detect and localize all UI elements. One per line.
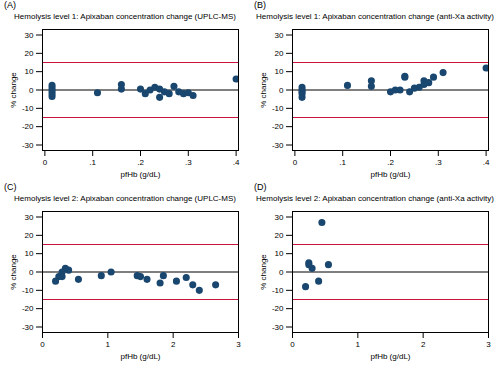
svg-text:.4: .4: [483, 158, 490, 167]
svg-text:-10: -10: [22, 286, 34, 295]
svg-text:0: 0: [29, 268, 34, 277]
svg-text:10: 10: [275, 67, 284, 76]
svg-text:-10: -10: [22, 104, 34, 113]
svg-text:-30: -30: [22, 323, 34, 332]
svg-text:20: 20: [275, 49, 284, 58]
svg-text:-20: -20: [22, 122, 34, 131]
svg-text:% change: % change: [259, 254, 268, 290]
svg-text:30: 30: [275, 213, 284, 222]
svg-text:% change: % change: [9, 72, 18, 108]
svg-text:20: 20: [25, 231, 34, 240]
html-text:Hemolysis level 2: Apixaban co: Hemolysis level 2: Apixaban concentratio…: [256, 194, 494, 203]
svg-text:30: 30: [25, 213, 34, 222]
svg-text:3: 3: [236, 340, 241, 349]
svg-text:.4: .4: [233, 158, 240, 167]
svg-text:1: 1: [356, 340, 361, 349]
svg-text:20: 20: [25, 49, 34, 58]
svg-text:-30: -30: [272, 323, 284, 332]
html-text:Hemolysis level 1: Apixaban co: Hemolysis level 1: Apixaban concentratio…: [14, 12, 236, 21]
svg-text:0: 0: [29, 86, 34, 95]
svg-text:3: 3: [486, 340, 491, 349]
svg-text:30: 30: [275, 31, 284, 40]
svg-text:pfHb (g/dL): pfHb (g/dL): [120, 170, 160, 179]
svg-text:-10: -10: [272, 104, 284, 113]
html-text:Hemolysis level 1: Apixaban co: Hemolysis level 1: Apixaban concentratio…: [256, 12, 494, 21]
svg-text:.2: .2: [387, 158, 394, 167]
svg-text:.3: .3: [435, 158, 442, 167]
svg-text:.1: .1: [339, 158, 346, 167]
svg-text:-30: -30: [272, 141, 284, 150]
html-text:(C): (C): [4, 182, 17, 192]
svg-text:-20: -20: [272, 304, 284, 313]
svg-text:1: 1: [106, 340, 111, 349]
svg-text:20: 20: [275, 231, 284, 240]
svg-text:10: 10: [275, 249, 284, 258]
svg-text:.3: .3: [185, 158, 192, 167]
svg-text:0: 0: [290, 340, 295, 349]
svg-text:pfHb (g/dL): pfHb (g/dL): [120, 352, 160, 361]
svg-text:pfHb (g/dL): pfHb (g/dL): [370, 352, 410, 361]
svg-text:-20: -20: [22, 304, 34, 313]
svg-text:10: 10: [25, 67, 34, 76]
svg-text:0: 0: [279, 86, 284, 95]
html-text:(D): (D): [254, 182, 267, 192]
svg-text:30: 30: [25, 31, 34, 40]
svg-text:.1: .1: [89, 158, 96, 167]
svg-text:0: 0: [279, 268, 284, 277]
svg-text:-20: -20: [272, 122, 284, 131]
svg-text:-30: -30: [22, 141, 34, 150]
svg-text:2: 2: [171, 340, 176, 349]
svg-text:pfHb (g/dL): pfHb (g/dL): [370, 170, 410, 179]
svg-text:% change: % change: [9, 254, 18, 290]
svg-text:% change: % change: [259, 72, 268, 108]
svg-text:0: 0: [43, 158, 48, 167]
svg-text:.2: .2: [137, 158, 144, 167]
svg-text:2: 2: [421, 340, 426, 349]
svg-text:0: 0: [40, 340, 45, 349]
html-text:(B): (B): [254, 0, 266, 10]
svg-text:-10: -10: [272, 286, 284, 295]
svg-text:0: 0: [293, 158, 298, 167]
svg-text:10: 10: [25, 249, 34, 258]
html-text:Hemolysis level 2: Apixaban co: Hemolysis level 2: Apixaban concentratio…: [14, 194, 236, 203]
html-text:(A): (A): [4, 0, 16, 10]
